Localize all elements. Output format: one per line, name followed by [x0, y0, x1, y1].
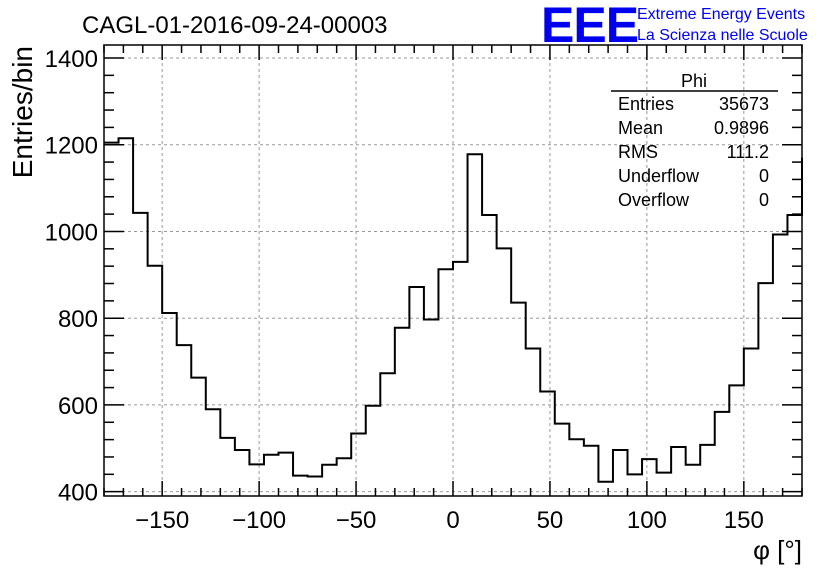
stats-label: Entries [618, 94, 674, 114]
stats-label: Overflow [618, 190, 690, 210]
x-tick-label: −100 [232, 507, 286, 534]
x-axis-label: φ [°] [753, 535, 802, 565]
x-tick-label: −50 [336, 507, 377, 534]
y-tick-label: 800 [58, 306, 98, 333]
x-tick-label: 0 [446, 507, 459, 534]
stats-rows: Entries 35673 Mean 0.9896 RMS 111.2 Underflow 0… [618, 94, 769, 210]
grid-lines [104, 45, 802, 496]
x-tick-labels: −150 −100 −50 0 50 100 150 [135, 507, 764, 534]
stats-box: Phi Entries 35673 Mean 0.9896 RMS 111.2 Underf… [611, 71, 778, 210]
stats-value: 35673 [719, 94, 769, 114]
y-tick-label: 1200 [45, 133, 98, 160]
logo-line-1: Extreme Energy Events [637, 6, 805, 23]
histogram-line [104, 137, 803, 483]
stats-title: Phi [681, 71, 707, 91]
y-tick-labels: 400 600 800 1000 1200 1400 [45, 46, 98, 507]
axis-ticks [103, 45, 803, 496]
chart-title: CAGL-01-2016-09-24-00003 [82, 12, 388, 39]
y-tick-label: 400 [58, 480, 98, 507]
stats-label: Underflow [618, 166, 700, 186]
y-tick-label: 1400 [45, 46, 98, 73]
y-axis-label: Entries/bin [7, 46, 38, 178]
y-tick-label: 600 [58, 393, 98, 420]
x-tick-label: 50 [537, 507, 564, 534]
stats-value: 0.9896 [714, 118, 769, 138]
stats-label: RMS [618, 142, 658, 162]
stats-value: 0 [759, 190, 769, 210]
eee-logo: EEE [541, 0, 638, 53]
stats-value: 0 [759, 166, 769, 186]
y-tick-label: 1000 [45, 219, 98, 246]
x-tick-label: −150 [135, 507, 189, 534]
stats-label: Mean [618, 118, 663, 138]
x-tick-label: 100 [627, 507, 667, 534]
x-tick-label: 150 [724, 507, 764, 534]
logo-line-2: La Scienza nelle Scuole [637, 27, 808, 44]
stats-value: 111.2 [727, 142, 769, 162]
